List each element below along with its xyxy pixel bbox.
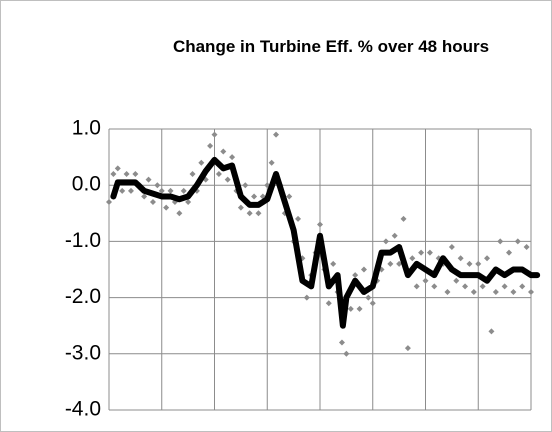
scatter-point xyxy=(215,170,222,177)
y-tick-label: -4.0 xyxy=(65,398,101,421)
scatter-point xyxy=(141,193,148,200)
scatter-point xyxy=(119,187,126,194)
scatter-point xyxy=(176,210,183,217)
y-tick-label: -1.0 xyxy=(65,229,101,252)
scatter-point xyxy=(352,272,359,279)
scatter-point xyxy=(356,305,363,312)
scatter-point xyxy=(453,277,460,284)
scatter-point xyxy=(413,283,420,290)
scatter-point xyxy=(325,300,332,307)
scatter-point xyxy=(132,170,139,177)
scatter-point xyxy=(387,260,394,267)
scatter-point xyxy=(251,193,258,200)
scatter-point xyxy=(506,249,513,256)
scatter-point xyxy=(338,339,345,346)
y-tick-label: -2.0 xyxy=(65,285,101,308)
scatter-point xyxy=(519,283,526,290)
scatter-point xyxy=(360,266,367,273)
scatter-point xyxy=(510,288,517,295)
scatter-point xyxy=(457,255,464,262)
scatter-point xyxy=(470,288,477,295)
scatter-point xyxy=(242,182,249,189)
scatter-point xyxy=(295,215,302,222)
scatter-point xyxy=(220,148,227,155)
scatter-point xyxy=(466,260,473,267)
scatter-point xyxy=(409,255,416,262)
scatter-point xyxy=(114,165,121,172)
scatter-point xyxy=(444,288,451,295)
scatter-point xyxy=(246,210,253,217)
scatter-point xyxy=(448,244,455,251)
scatter-point xyxy=(462,283,469,290)
y-tick-label: 0.0 xyxy=(72,173,101,196)
scatter-point xyxy=(426,249,433,256)
scatter-point xyxy=(528,288,534,295)
scatter-point xyxy=(523,244,530,251)
line-series xyxy=(110,156,541,329)
scatter-point xyxy=(317,221,323,228)
scatter-point xyxy=(303,294,310,301)
scatter-point xyxy=(369,300,376,307)
scatter-point xyxy=(484,255,491,262)
scatter-point xyxy=(110,170,117,177)
scatter-point xyxy=(492,288,499,295)
scatter-point xyxy=(488,328,495,335)
scatter-point xyxy=(273,131,280,138)
scatter-point xyxy=(224,176,231,183)
scatter-point xyxy=(422,277,429,284)
scatter-point xyxy=(180,187,187,194)
scatter-point xyxy=(497,238,504,245)
scatter-point xyxy=(330,260,337,267)
scatter-point xyxy=(237,204,244,211)
scatter-point xyxy=(198,159,205,166)
scatter-point xyxy=(382,238,389,245)
y-tick-label: 1.0 xyxy=(72,117,101,140)
scatter-point xyxy=(154,182,161,189)
scatter-point xyxy=(400,215,407,222)
scatter-point xyxy=(229,154,236,161)
scatter-point xyxy=(365,294,372,301)
scatter-point xyxy=(475,260,482,267)
scatter-point xyxy=(149,199,156,206)
scatter-point xyxy=(127,187,134,194)
scatter-point xyxy=(514,238,521,245)
scatter-point xyxy=(347,305,354,312)
scatter-point xyxy=(343,350,350,357)
chart-title: Change in Turbine Eff. % over 48 hours xyxy=(172,37,490,56)
scatter-point xyxy=(286,193,293,200)
scatter-point xyxy=(404,345,411,352)
scatter-point xyxy=(123,170,130,177)
scatter-point xyxy=(255,210,262,217)
scatter-point xyxy=(479,283,486,290)
scatter-point xyxy=(418,249,425,256)
scatter-point xyxy=(167,187,174,194)
scatter-point xyxy=(501,283,508,290)
scatter-point xyxy=(145,176,152,183)
scatter-point xyxy=(396,260,403,267)
scatter-point xyxy=(268,159,275,166)
scatter-point xyxy=(158,187,165,194)
scatter-point xyxy=(391,232,398,239)
scatter-point xyxy=(106,199,112,206)
scatter-point xyxy=(189,170,196,177)
scatter-point xyxy=(185,199,192,206)
scatter-point xyxy=(431,283,438,290)
scatter-point xyxy=(207,142,214,149)
scatter-point xyxy=(163,204,170,211)
y-tick-label: -3.0 xyxy=(65,341,101,364)
scatter-point xyxy=(211,131,218,138)
